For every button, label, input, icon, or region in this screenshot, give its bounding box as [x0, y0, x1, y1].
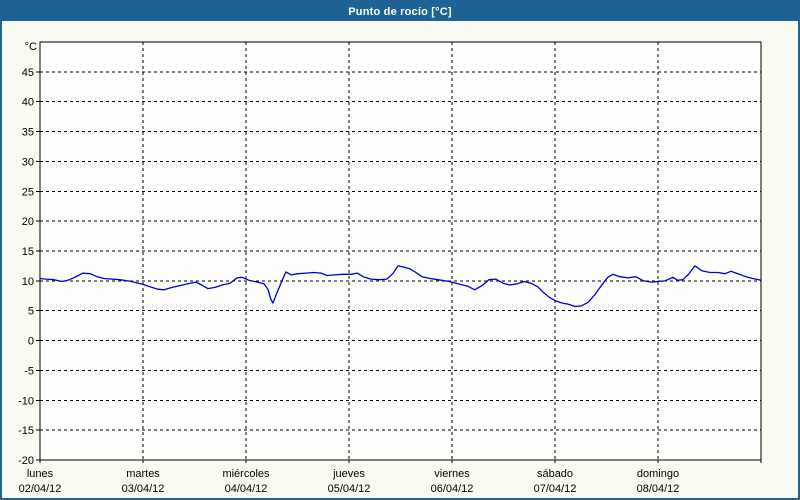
y-tick-label: 30 [22, 156, 34, 168]
x-day-label: martes [126, 468, 160, 480]
y-tick-label: 40 [22, 97, 34, 109]
y-tick-label: 45 [22, 67, 34, 79]
x-date-label: 07/04/12 [534, 483, 577, 495]
x-day-label: sábado [537, 468, 573, 480]
x-day-label: domingo [637, 468, 679, 480]
y-tick-label: 5 [28, 306, 34, 318]
x-date-label: 02/04/12 [19, 483, 62, 495]
y-tick-label: 15 [22, 246, 34, 258]
dew-point-line [39, 265, 762, 308]
y-tick-label: -20 [18, 455, 34, 467]
dew-point-chart: 45 40 35 30 25 20 15 10 5 0 -5 -10 -15 -20 °C lunes 02/0… [18, 41, 762, 495]
x-date-label: 08/04/12 [637, 483, 680, 495]
x-day-label: miércoles [222, 468, 270, 480]
y-tick-label: 10 [22, 276, 34, 288]
y-tick-label: 25 [22, 186, 34, 198]
title-bar: Punto de rocío [°C] [2, 2, 798, 21]
y-tick-label: -5 [24, 365, 34, 377]
x-date-label: 04/04/12 [225, 483, 268, 495]
y-axis-unit-label: °C [25, 41, 37, 53]
chart-title: Punto de rocío [°C] [348, 5, 452, 18]
y-tick-label: 20 [22, 216, 34, 228]
plot-border [39, 41, 762, 461]
y-tick-label: 35 [22, 127, 34, 139]
x-day-label: viernes [434, 468, 470, 480]
x-date-label: 05/04/12 [328, 483, 371, 495]
y-tick-label: -10 [18, 395, 34, 407]
x-day-label: jueves [332, 468, 365, 480]
x-date-label: 03/04/12 [122, 483, 165, 495]
x-date-label: 06/04/12 [431, 483, 474, 495]
y-tick-label: 0 [28, 336, 34, 348]
y-tick-label: -15 [18, 425, 34, 437]
x-day-label: lunes [27, 468, 54, 480]
